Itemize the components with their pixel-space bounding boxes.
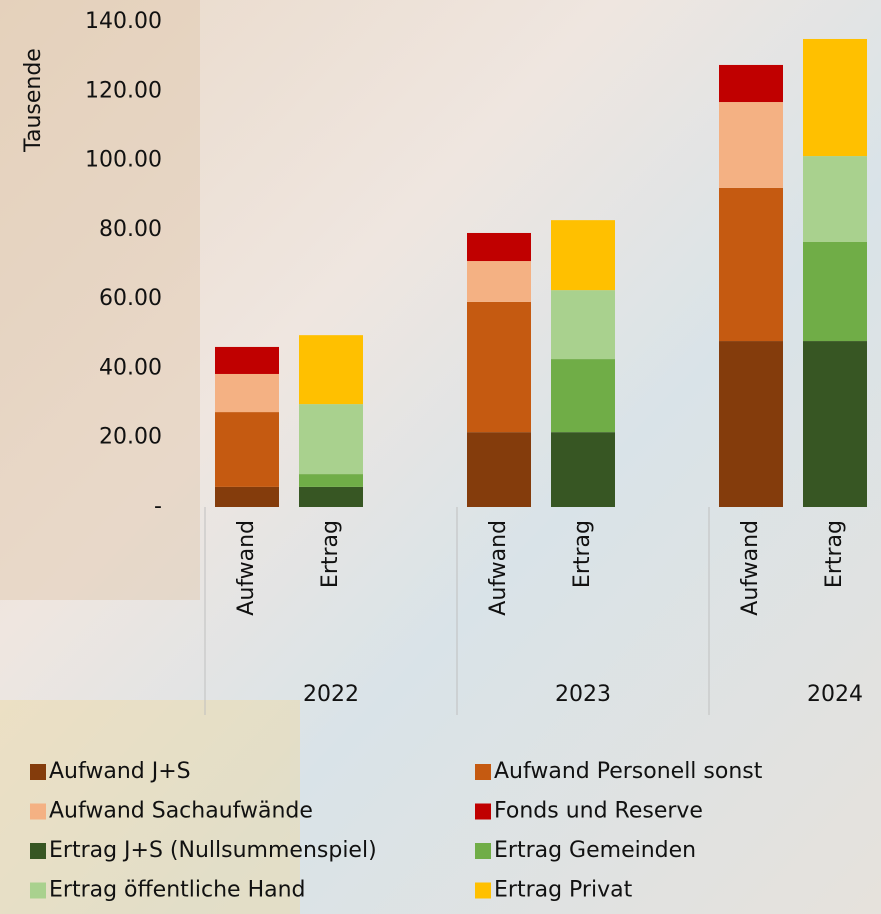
legend-swatch xyxy=(30,882,46,899)
bar-segment xyxy=(299,404,363,475)
legend-label: Ertrag öffentliche Hand xyxy=(49,878,306,903)
y-tick-label: 20.00 xyxy=(99,425,162,450)
bar-segment xyxy=(299,486,363,507)
x-tick-label: Aufwand xyxy=(738,520,763,616)
y-tick-label: 40.00 xyxy=(99,355,162,380)
y-tick-label: - xyxy=(154,494,162,519)
bar-segment xyxy=(719,341,783,507)
group-label: 2022 xyxy=(303,682,359,707)
legend-label: Aufwand Personell sonst xyxy=(494,759,763,784)
bar-segment xyxy=(803,241,867,342)
legend-swatch xyxy=(30,764,46,780)
bar-segment xyxy=(467,232,531,262)
bar-segment xyxy=(467,261,531,302)
group-label: 2024 xyxy=(807,682,863,707)
legend-swatch xyxy=(30,843,46,859)
bar-segment xyxy=(215,346,279,374)
bar-segment xyxy=(551,220,615,291)
bar-segment xyxy=(299,335,363,405)
bar-segment xyxy=(215,373,279,413)
x-tick-label: Aufwand xyxy=(486,520,511,616)
x-tick-label: Ertrag xyxy=(822,520,847,588)
legend-label: Ertrag Gemeinden xyxy=(494,838,696,863)
legend-label: Aufwand Sachaufwände xyxy=(49,799,313,824)
bar-segment xyxy=(551,359,615,433)
bar-segment xyxy=(803,341,867,507)
background-patch xyxy=(0,0,200,600)
bar-segment xyxy=(467,432,531,507)
legend-swatch xyxy=(475,843,491,859)
y-tick-label: 100.00 xyxy=(85,148,162,173)
y-tick-label: 140.00 xyxy=(85,9,162,34)
legend-label: Ertrag J+S (Nullsummenspiel) xyxy=(49,838,377,863)
bar-segment xyxy=(719,64,783,103)
bar-segment xyxy=(467,301,531,433)
legend-label: Fonds und Reserve xyxy=(494,799,703,824)
legend-swatch xyxy=(475,882,491,899)
bar-segment xyxy=(719,102,783,188)
y-tick-label: 80.00 xyxy=(99,217,162,242)
y-tick-label: 60.00 xyxy=(99,286,162,311)
bar-segment xyxy=(215,486,279,507)
bar-segment xyxy=(215,412,279,487)
legend-swatch xyxy=(475,764,491,780)
group-label: 2023 xyxy=(555,682,611,707)
legend-swatch xyxy=(475,803,491,820)
legend-label: Aufwand J+S xyxy=(49,759,191,784)
x-tick-label: Ertrag xyxy=(570,520,595,588)
legend-swatch xyxy=(30,803,46,820)
bar-segment xyxy=(803,38,867,157)
legend-label: Ertrag Privat xyxy=(494,878,633,903)
bar-segment xyxy=(551,290,615,360)
x-tick-label: Aufwand xyxy=(234,520,259,616)
y-axis-title: Tausende xyxy=(21,48,46,153)
background-patch xyxy=(0,700,300,914)
bar-segment xyxy=(551,432,615,507)
bar-segment xyxy=(803,156,867,242)
bar-segment xyxy=(719,187,783,342)
x-tick-label: Ertrag xyxy=(318,520,343,588)
bar-segment xyxy=(299,474,363,487)
y-tick-label: 120.00 xyxy=(85,78,162,103)
